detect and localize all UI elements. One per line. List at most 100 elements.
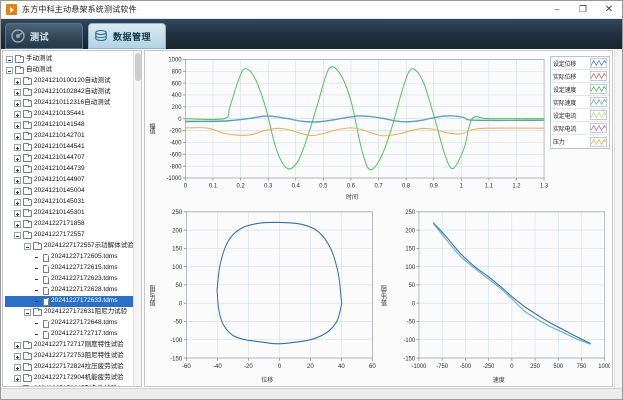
tree-node[interactable]: 20241210145301 [5,208,133,219]
leaf-marker-icon [34,298,41,305]
tab-data-management[interactable]: 数据管理 [88,23,166,49]
tree-node[interactable]: 20241227172947耐久性试验 [5,384,133,386]
tree-node[interactable]: 20241210144907 [5,175,133,186]
collapse-icon[interactable] [24,243,31,250]
expand-icon[interactable] [14,78,21,85]
document-icon [43,275,49,284]
tree-node[interactable]: 20241227172753阻尼特性试验 [5,351,133,362]
tree-node-label: 自动测试 [26,66,52,74]
tree-node[interactable]: 20241210145004 [5,186,133,197]
tab-test-label: 测试 [30,31,50,42]
expand-icon[interactable] [14,221,21,228]
svg-text:-50: -50 [174,318,183,325]
expand-icon[interactable] [14,155,21,162]
svg-text:-200: -200 [170,127,182,134]
series-legend[interactable]: 设定位移 实际位移 设定速度 实际速度 设定电流 实际电流 压力 [550,56,610,149]
legend-item[interactable]: 设定电流 [551,109,609,122]
expand-icon[interactable] [14,111,21,118]
tree-scrollbar-thumb[interactable] [135,53,141,81]
tree-node[interactable]: 20241227171858 [5,219,133,230]
legend-item[interactable]: 压力 [551,135,609,148]
minimize-button[interactable]: – [554,4,560,14]
svg-text:250: 250 [530,363,540,371]
legend-item[interactable]: 实际速度 [551,96,609,109]
collapse-icon[interactable] [24,309,31,316]
tree-node[interactable]: 20241210145031 [5,197,133,208]
expand-icon[interactable] [14,89,21,96]
expand-icon[interactable] [14,375,21,382]
svg-text:0: 0 [184,182,188,189]
velocity-force-chart[interactable]: 阻尼力值 -150 -100 -50 0 50 100 150 200 250 -1000 -750… [379,205,611,384]
svg-text:0.8: 0.8 [402,182,411,189]
tree-node[interactable]: 20241210102842自动测试 [5,87,133,98]
data-tree[interactable]: 手动测试 自动测试 20241210100120自动测试 20241210102842… [3,51,133,386]
expand-icon[interactable] [14,100,21,107]
expand-icon[interactable] [14,364,21,371]
tree-node[interactable]: 20241227172628.tdms [5,285,133,296]
tree-node[interactable]: 自动测试 [5,65,133,76]
legend-item[interactable]: 设定速度 [551,83,609,96]
tree-node[interactable]: 20241227172631阻尼力试验 [5,307,133,318]
tree-node[interactable]: 20241227172557 [5,230,133,241]
svg-text:200: 200 [405,227,415,235]
tree-node-label: 20241210144541 [34,143,85,151]
expand-icon[interactable] [14,122,21,129]
tree-node[interactable]: 20241210135441 [5,109,133,120]
tree-node[interactable]: 20241227172904机能疲劳试验 [5,373,133,384]
tree-node[interactable]: 手动测试 [5,54,133,65]
svg-text:200: 200 [172,104,182,111]
tree-node[interactable]: 20241210142701 [5,131,133,142]
collapse-icon[interactable] [6,56,13,63]
tree-node-label: 20241227172753阻尼特性试验 [34,352,124,360]
legend-item[interactable]: 设定位移 [551,57,609,70]
expand-icon[interactable] [14,144,21,151]
tree-node[interactable]: 20241210144541 [5,142,133,153]
tree-node[interactable]: 20241227172717.tdms [5,329,133,340]
maximize-button[interactable]: ❐ [578,4,588,14]
tree-node[interactable]: 20241227172615.tdms [5,263,133,274]
svg-text:-800: -800 [170,163,182,170]
expand-icon[interactable] [14,199,21,206]
svg-text:100: 100 [405,264,415,272]
expand-icon[interactable] [14,353,21,360]
svg-text:0.3: 0.3 [264,182,273,189]
tree-node-label: 20241227172631阻尼力试验 [44,308,128,316]
legend-item[interactable]: 实际位移 [551,70,609,83]
displacement-force-chart[interactable]: 阻尼力值 -150 -100 -50 0 50 100 150 200 250 -60 -40 -20… [147,205,379,384]
expand-icon[interactable] [14,177,21,184]
svg-text:800: 800 [172,68,182,75]
tree-node[interactable]: 20241210112316自动测试 [5,98,133,109]
svg-text:0.2: 0.2 [236,182,245,189]
tree-node[interactable]: 20241210100120自动测试 [5,76,133,87]
legend-swatch-icon [590,71,607,81]
leaf-marker-icon [34,320,41,327]
collapse-icon[interactable] [6,67,13,74]
tree-node[interactable]: 20241227172717刚度特性试验 [5,340,133,351]
tree-node[interactable]: 20241227172605.tdms [5,252,133,263]
expand-icon[interactable] [14,166,21,173]
expand-icon[interactable] [14,342,21,349]
svg-text:40: 40 [338,363,345,370]
legend-item[interactable]: 实际电流 [551,122,609,135]
tree-node[interactable]: 20241210144707 [5,153,133,164]
expand-icon[interactable] [14,188,21,195]
tree-node[interactable]: 20241227172633.tdms [5,296,133,307]
tree-node[interactable]: 20241210144739 [5,164,133,175]
folder-icon [23,230,32,239]
tree-node[interactable]: 20241227172557示功解体试验 [5,241,133,252]
tree-node[interactable]: 20241227172623.tdms [5,274,133,285]
collapse-icon[interactable] [14,232,21,239]
expand-icon[interactable] [14,210,21,217]
tab-test[interactable]: 测试 [5,23,83,49]
close-button[interactable]: ✕ [604,3,614,15]
folder-icon [23,87,32,96]
tree-node-label: 20241227172904机能疲劳试验 [34,374,124,382]
tree-scrollbar[interactable] [133,51,141,386]
time-series-chart[interactable]: 幅值 -1000 -800 -600 -400 -200 0 200 400 600 800 100… [147,54,548,201]
svg-text:-40: -40 [213,363,222,370]
tree-node[interactable]: 20241227172648.tdms [5,318,133,329]
svg-text:0: 0 [179,300,183,307]
tree-node[interactable]: 20241227172824拉压疲劳试验 [5,362,133,373]
expand-icon[interactable] [14,133,21,140]
tree-node[interactable]: 20241210141548 [5,120,133,131]
